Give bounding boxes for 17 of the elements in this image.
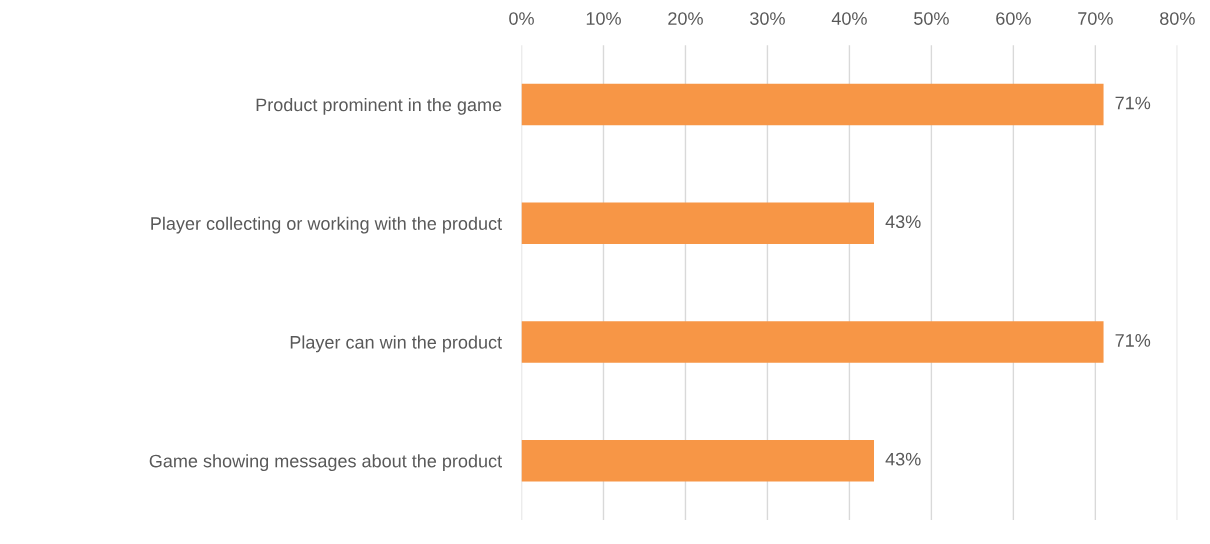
data-label: 71% <box>1115 334 1151 347</box>
x-tick-label: 0% <box>509 12 534 25</box>
x-tick-label: 10% <box>586 12 621 25</box>
x-tick-label: 20% <box>668 12 703 25</box>
data-label: 71% <box>1115 96 1151 110</box>
x-tick-label: 40% <box>831 12 867 25</box>
x-tick-label: 30% <box>750 12 785 25</box>
x-tick-label: 60% <box>996 12 1031 25</box>
x-tick-label: 70% <box>1078 12 1113 25</box>
data-label: 43% <box>885 215 921 229</box>
x-tick-label: 80% <box>1160 12 1195 25</box>
y-tick-label: Player can win the product <box>290 335 502 353</box>
x-tick-label: 50% <box>914 12 949 25</box>
y-tick-label: Product prominent in the game <box>256 97 502 115</box>
y-tick-label: Game showing messages about the product <box>149 454 502 471</box>
y-tick-label: Player collecting or working with the product <box>151 216 502 234</box>
data-label: 43% <box>885 452 921 466</box>
